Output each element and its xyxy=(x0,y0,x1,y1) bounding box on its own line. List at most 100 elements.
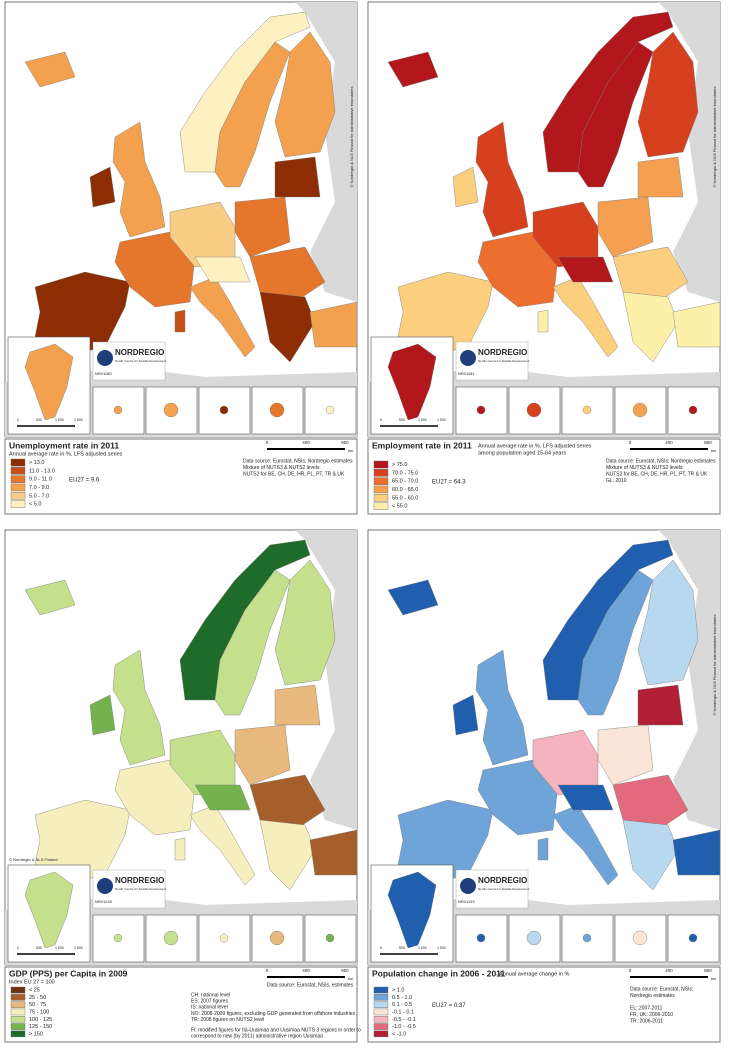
region xyxy=(597,724,654,786)
scale-label: 400 xyxy=(665,440,673,445)
map-id: NR01243 xyxy=(95,899,113,904)
panel: 0 500 1 000 1 500 NORDREGIO Nordic Centre for… xyxy=(4,529,361,1043)
legend-subtitle: Annual average rate in %, LFS adjusted s… xyxy=(9,451,123,457)
inset-island xyxy=(325,405,335,415)
region xyxy=(259,819,316,891)
region xyxy=(274,156,321,198)
legend-subtitle: Index EU 27 = 100 xyxy=(9,979,55,985)
legend-swatch xyxy=(373,494,389,502)
legend-title: Employment rate in 2011 xyxy=(372,440,472,450)
inset-island xyxy=(113,405,123,415)
region xyxy=(387,579,439,616)
note: Data source: Eurostat, NSIs; Nordregio e… xyxy=(606,458,716,464)
panel: 0 500 1 000 1 500 NORDREGIO Nordic Centre for… xyxy=(4,1,358,515)
note: TR: 2008 figures on NUTS2 level xyxy=(191,1017,264,1023)
legend-swatch xyxy=(10,500,26,508)
note: Data source: Eurostat, NSIs; Nordregio e… xyxy=(243,458,353,464)
inset-island xyxy=(269,402,285,418)
inset-scale-label: 0 xyxy=(17,946,19,950)
scale-label: 0 xyxy=(266,968,269,973)
note: TR: 2006-2011 xyxy=(630,1018,663,1024)
eu27-value: EU27 = 9.6 xyxy=(69,477,100,483)
region xyxy=(89,694,116,736)
legend-label: -1.0 - -0.5 xyxy=(392,1024,416,1030)
legend-label: 0.1 - 0.5 xyxy=(392,1002,412,1008)
region xyxy=(387,51,439,88)
note: FR, UK: 2006-2010 xyxy=(630,1012,673,1018)
region xyxy=(475,649,529,766)
legend-label: < 5.0 xyxy=(29,502,41,508)
non-data-land xyxy=(658,530,720,830)
scale-label: 0 xyxy=(266,440,269,445)
map-id: NR01181 xyxy=(458,371,475,376)
inset-greenland xyxy=(387,343,437,421)
legend-swatch xyxy=(373,1030,389,1038)
inset-scale-label: 1 000 xyxy=(418,946,427,950)
legend-swatch xyxy=(10,1030,26,1038)
logo-globe xyxy=(460,878,476,894)
legend-title: Unemployment rate in 2011 xyxy=(9,440,119,450)
eu27-value: EU27 = 64.3 xyxy=(432,479,466,485)
legend-label: 70.0 - 75.0 xyxy=(392,470,418,476)
inset-island xyxy=(163,930,179,946)
region xyxy=(577,41,654,188)
inset-greenland xyxy=(24,871,74,949)
legend-label: 25 - 50 xyxy=(29,995,46,1001)
non-data-land xyxy=(295,2,357,302)
scale-unit: km xyxy=(711,976,717,981)
inset-island xyxy=(582,405,592,415)
note: Data source: Eurostat, NSIs; xyxy=(630,986,693,992)
logo-name: NORDREGIO xyxy=(115,348,164,357)
inset-scale-label: 1 500 xyxy=(437,418,446,422)
region xyxy=(112,121,166,238)
legend-swatch xyxy=(373,477,389,485)
note: NUTS2 for BE, CH, DE, HR, PL, PT, TR & U… xyxy=(606,471,708,477)
legend-swatch xyxy=(373,994,389,1001)
logo-globe xyxy=(97,878,113,894)
region xyxy=(537,837,549,861)
non-data-land xyxy=(658,2,720,302)
legend-label: > 150 xyxy=(29,1031,43,1037)
legend-label: < -1.0 xyxy=(392,1031,406,1037)
region xyxy=(249,774,326,831)
logo-subtitle: Nordic Centre for Spatial Development xyxy=(478,887,530,891)
legend-label: 50 - 75 xyxy=(29,1002,46,1008)
legend-subtitle: - Annual average change in % xyxy=(496,971,569,977)
inset-island xyxy=(526,930,542,946)
region xyxy=(214,569,291,716)
inset-scale-label: 1 000 xyxy=(418,418,427,422)
inset-island xyxy=(582,933,592,943)
note: correspond to new (by 2011) administrati… xyxy=(191,1034,323,1040)
region xyxy=(557,784,614,811)
region xyxy=(597,196,654,258)
legend-label: 65.0 - 70.0 xyxy=(392,479,418,485)
inset-scale-label: 1 000 xyxy=(55,946,64,950)
inset-island xyxy=(269,930,285,946)
inset-island xyxy=(632,930,648,946)
legend-label: 0.5 - 1.0 xyxy=(392,995,412,1001)
inset-island xyxy=(325,933,335,943)
panel: 0 500 1 000 1 500 NORDREGIO Nordic Centre for… xyxy=(367,1,721,515)
legend-frame xyxy=(4,438,358,515)
scale-label: 800 xyxy=(341,440,349,445)
region xyxy=(637,559,699,686)
inset-scale-label: 500 xyxy=(399,418,405,422)
region xyxy=(475,121,529,238)
legend-swatch xyxy=(10,1008,26,1016)
scale-unit: km xyxy=(711,448,717,453)
region xyxy=(194,256,251,283)
legend-label: > 1.0 xyxy=(392,988,404,994)
inset-greenland xyxy=(24,343,74,421)
note: EL: 2007-2011 xyxy=(630,1005,663,1011)
region xyxy=(622,291,679,363)
legend-label: 125 - 150 xyxy=(29,1024,52,1030)
legend-label: 11.0 - 13.0 xyxy=(29,468,55,474)
legend-swatch xyxy=(10,467,26,475)
legend-swatch xyxy=(373,1008,389,1016)
inset-scale-label: 0 xyxy=(380,946,382,950)
note: IS: national level xyxy=(191,1005,228,1011)
legend-swatch xyxy=(373,485,389,494)
legend-title: Population change in 2006 - 2011 xyxy=(372,968,505,978)
